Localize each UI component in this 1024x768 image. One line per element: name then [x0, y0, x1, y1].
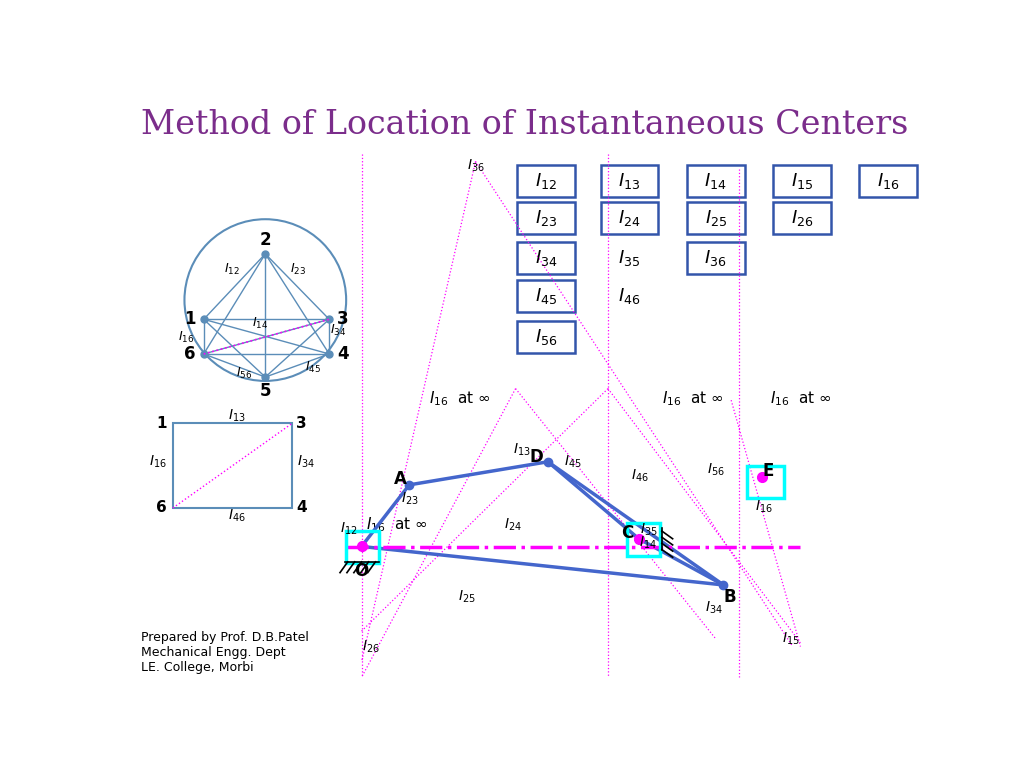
Bar	[517, 280, 575, 313]
Text: $I_{34}$: $I_{34}$	[331, 323, 346, 339]
Text: $I_{12}$: $I_{12}$	[224, 262, 241, 276]
Text: $I_{16}$: $I_{16}$	[178, 329, 195, 345]
Text: $I_{36}$: $I_{36}$	[467, 157, 484, 174]
Bar	[517, 242, 575, 274]
Text: $I_{12}$: $I_{12}$	[536, 170, 557, 190]
Text: $I_{15}$: $I_{15}$	[791, 170, 813, 190]
Bar	[601, 201, 658, 233]
Text: $I_{34}$: $I_{34}$	[297, 454, 315, 470]
Text: 4: 4	[337, 345, 349, 363]
Text: $I_{35}$: $I_{35}$	[640, 521, 657, 538]
Text: $I_{46}$: $I_{46}$	[618, 286, 641, 306]
Bar	[628, 523, 659, 556]
Text: $I_{34}$: $I_{34}$	[536, 248, 558, 268]
Text: $I_{56}$: $I_{56}$	[237, 366, 253, 381]
Text: $I_{26}$: $I_{26}$	[361, 638, 380, 655]
Text: $I_{16}$  at $\infty$: $I_{16}$ at $\infty$	[429, 389, 490, 408]
Text: B: B	[723, 588, 736, 605]
Text: $I_{45}$: $I_{45}$	[564, 454, 583, 470]
Text: $I_{24}$: $I_{24}$	[504, 517, 521, 533]
Bar	[173, 423, 292, 508]
Text: E: E	[763, 462, 774, 480]
Text: $I_{36}$: $I_{36}$	[705, 248, 727, 268]
Text: Prepared by Prof. D.B.Patel
Mechanical Engg. Dept
LE. College, Morbi: Prepared by Prof. D.B.Patel Mechanical E…	[141, 631, 309, 674]
Text: $I_{14}$: $I_{14}$	[639, 535, 657, 551]
Bar	[346, 531, 379, 564]
Text: $I_{34}$: $I_{34}$	[706, 600, 723, 616]
Text: 6: 6	[156, 501, 167, 515]
Text: $I_{16}$  at $\infty$: $I_{16}$ at $\infty$	[367, 515, 428, 535]
Text: 3: 3	[296, 415, 307, 431]
Text: $I_{25}$: $I_{25}$	[705, 207, 727, 227]
Text: $I_{16}$: $I_{16}$	[755, 498, 772, 515]
Text: $I_{24}$: $I_{24}$	[618, 207, 641, 227]
Bar	[687, 242, 744, 274]
Text: $I_{23}$: $I_{23}$	[536, 207, 557, 227]
Bar	[517, 201, 575, 233]
Text: $I_{13}$: $I_{13}$	[228, 407, 246, 424]
Bar	[517, 321, 575, 353]
Bar	[746, 465, 783, 498]
Text: C: C	[622, 524, 633, 541]
Text: $I_{14}$: $I_{14}$	[252, 316, 268, 331]
Bar	[687, 164, 744, 197]
Text: $I_{16}$  at $\infty$: $I_{16}$ at $\infty$	[662, 389, 723, 408]
Text: 4: 4	[296, 501, 307, 515]
Text: $I_{23}$: $I_{23}$	[291, 262, 306, 276]
Text: 1: 1	[156, 415, 167, 431]
Text: $I_{14}$: $I_{14}$	[705, 170, 727, 190]
Text: $I_{35}$: $I_{35}$	[618, 248, 641, 268]
Text: 6: 6	[184, 345, 196, 363]
Text: 3: 3	[337, 310, 349, 328]
Text: Method of Location of Instantaneous Centers: Method of Location of Instantaneous Cent…	[141, 108, 908, 141]
Text: $I_{46}$: $I_{46}$	[228, 508, 246, 524]
Text: $I_{16}$  at $\infty$: $I_{16}$ at $\infty$	[770, 389, 831, 408]
Text: $I_{56}$: $I_{56}$	[536, 327, 558, 347]
Bar	[773, 201, 830, 233]
Bar	[859, 164, 918, 197]
Text: $I_{46}$: $I_{46}$	[632, 468, 649, 484]
Text: A: A	[393, 470, 407, 488]
Text: O: O	[354, 562, 369, 580]
Text: $I_{15}$: $I_{15}$	[782, 631, 800, 647]
Text: 1: 1	[184, 310, 196, 328]
Bar	[687, 201, 744, 233]
Text: $I_{13}$: $I_{13}$	[513, 442, 530, 458]
Bar	[517, 164, 575, 197]
Bar	[773, 164, 830, 197]
Text: $I_{45}$: $I_{45}$	[536, 286, 557, 306]
Text: $I_{45}$: $I_{45}$	[305, 360, 322, 376]
Text: $I_{16}$: $I_{16}$	[148, 454, 166, 470]
Text: $I_{16}$: $I_{16}$	[877, 170, 899, 190]
Bar	[601, 164, 658, 197]
Text: 5: 5	[259, 382, 271, 400]
Text: $I_{12}$: $I_{12}$	[340, 521, 357, 537]
Text: $I_{26}$: $I_{26}$	[791, 207, 813, 227]
Text: 2: 2	[259, 231, 271, 249]
Text: $I_{25}$: $I_{25}$	[458, 588, 476, 604]
Text: $I_{23}$: $I_{23}$	[401, 491, 419, 507]
Text: D: D	[529, 449, 543, 466]
Text: $I_{13}$: $I_{13}$	[618, 170, 641, 190]
Text: $I_{56}$: $I_{56}$	[707, 462, 725, 478]
